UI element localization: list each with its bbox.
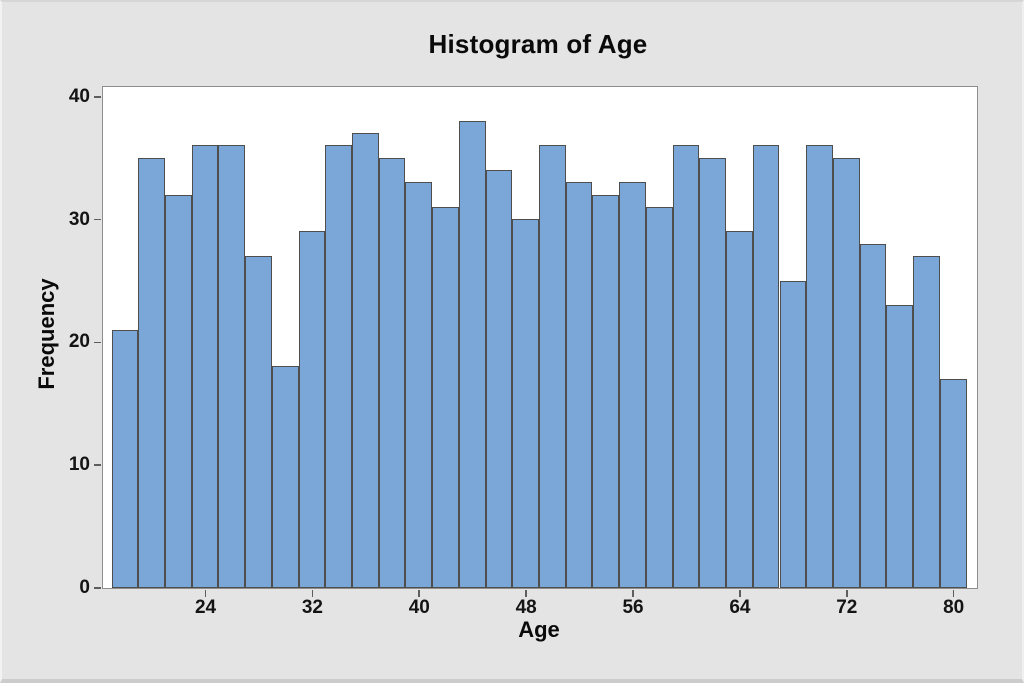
histogram-bar [806, 145, 833, 588]
histogram-bar [378, 157, 406, 588]
x-axis-tick-label: 32 [301, 597, 323, 618]
histogram-bar [432, 206, 459, 588]
histogram-bar [645, 206, 673, 588]
y-axis-tick [94, 341, 101, 344]
histogram-bar [913, 255, 940, 588]
histogram-bar [458, 120, 486, 588]
histogram-bar [752, 145, 780, 588]
histogram-bar [218, 145, 246, 588]
y-axis-tick-label: 0 [79, 577, 90, 598]
x-axis-tick [418, 589, 421, 597]
x-axis-tick [632, 589, 634, 597]
y-axis-tick-label: 20 [68, 331, 90, 353]
chart-title: Histogram of Age [428, 29, 648, 59]
histogram-bar [565, 182, 593, 588]
x-axis-tick-label: 40 [408, 597, 430, 618]
x-axis-tick-label: 64 [729, 597, 751, 618]
histogram-bar [512, 219, 540, 588]
y-axis-tick [94, 464, 101, 466]
x-axis-tick-label: 48 [515, 597, 537, 618]
histogram-bar [779, 280, 807, 588]
x-axis-tick [739, 589, 741, 597]
y-axis-tick-label: 30 [68, 208, 90, 230]
histogram-bar [699, 157, 727, 588]
y-axis-tick [94, 587, 101, 589]
plot-area [103, 87, 977, 588]
histogram-bar [351, 133, 379, 588]
x-axis-tick-label: 72 [836, 597, 858, 618]
y-axis-tick [94, 218, 101, 221]
histogram-bar [138, 157, 165, 588]
histogram-bar [191, 145, 219, 588]
histogram-bar [298, 231, 326, 588]
x-axis-tick-label: 24 [194, 597, 217, 618]
histogram-bar [405, 182, 433, 588]
histogram-bar [164, 194, 192, 588]
x-axis-tick-label: 56 [622, 597, 644, 618]
x-axis-title: Age [518, 617, 560, 642]
x-axis-tick [311, 589, 314, 597]
histogram-bar [832, 157, 860, 588]
histogram-bar [245, 255, 272, 588]
histogram-bar [939, 378, 967, 588]
histogram-bar [886, 305, 914, 588]
x-axis-tick [204, 589, 207, 597]
histogram-bar [859, 243, 887, 588]
y-axis-tick-label: 40 [68, 85, 90, 107]
x-axis-tick-label: 80 [943, 597, 965, 618]
x-axis-tick [846, 589, 848, 597]
histogram-bar [672, 145, 700, 588]
histogram-bar [726, 231, 753, 588]
histogram-bar [485, 170, 513, 588]
plot-frame [101, 85, 978, 589]
y-axis-tick [94, 96, 101, 98]
histogram-bar [619, 182, 646, 588]
histogram-bar [539, 145, 566, 588]
histogram-bar [592, 194, 620, 588]
x-axis-tick [952, 589, 955, 597]
histogram-bar [271, 366, 299, 588]
y-axis-tick-label: 10 [68, 454, 90, 476]
histogram-bar [111, 329, 139, 588]
histogram-bar [325, 145, 352, 588]
x-axis-tick [525, 589, 527, 597]
